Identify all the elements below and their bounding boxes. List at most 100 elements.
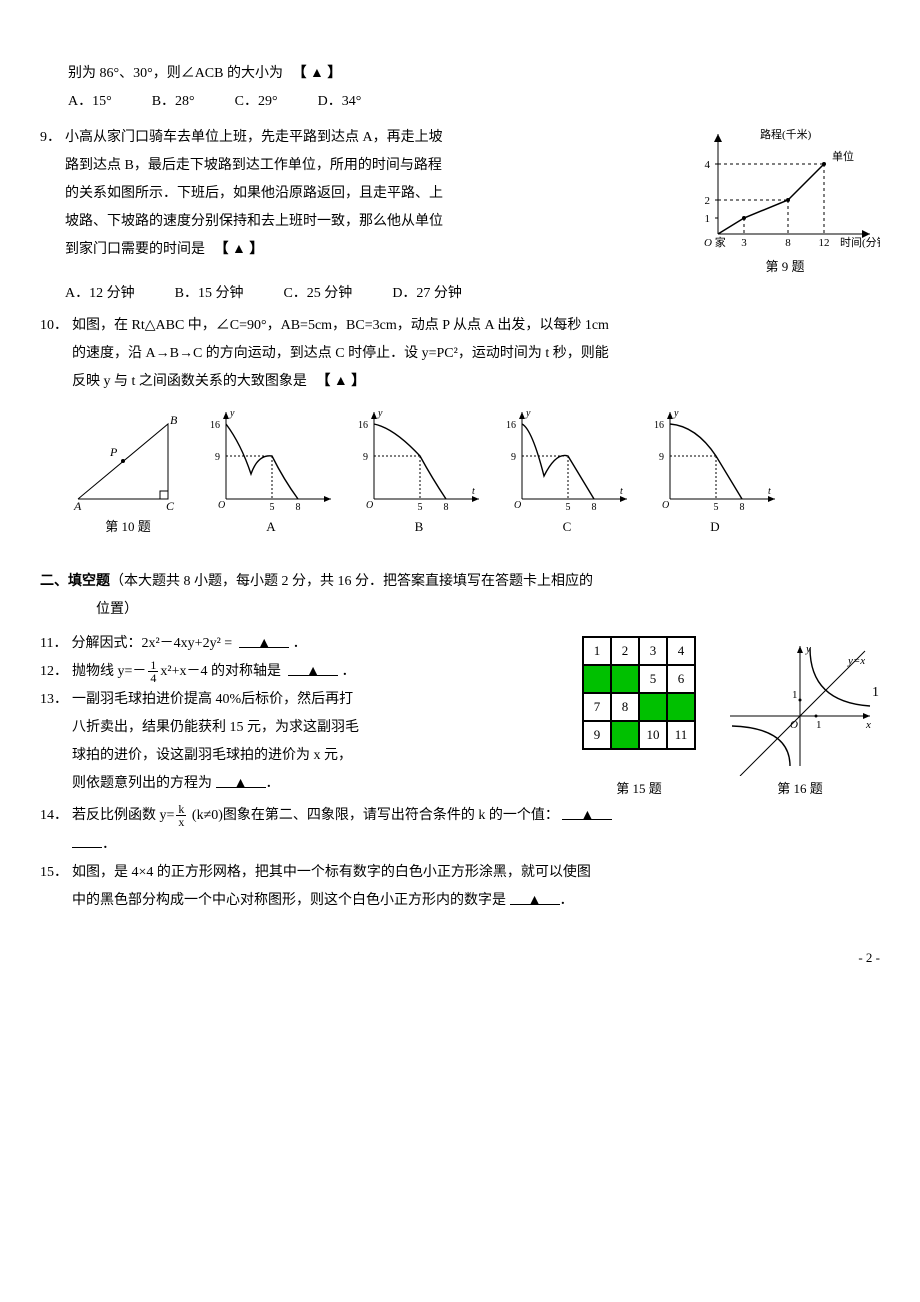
q11-body: 分解因式：2x²－4xy+2y² = ▲ ． [71,630,558,658]
svg-text:9: 9 [659,452,664,463]
svg-text:16: 16 [506,420,516,431]
svg-text:5: 5 [418,502,423,513]
grid-cell: 11 [667,721,695,749]
q13-number: 13． [40,686,68,714]
option-c: C．29° [235,88,278,116]
grid-cell: 7 [583,693,611,721]
svg-text:16: 16 [358,420,368,431]
svg-text:1: 1 [792,689,798,701]
q10-number: 10． [40,312,68,340]
svg-text:5: 5 [270,502,275,513]
q12-body: 抛物线 y=－14x²+x－4 的对称轴是 ▲ ． [72,658,558,686]
svg-text:P: P [109,445,118,459]
option-b: B．28° [152,88,195,116]
grid-cell: 8 [611,693,639,721]
q13-body: 一副羽毛球拍进价提高 40%后标价，然后再打 八折卖出，结果仍能获利 15 元，… [72,686,558,798]
q10-triangle-figure: A C B P 第 10 题 [68,404,188,540]
answer-placeholder: 【 ▲ 】 [310,368,371,396]
grid-cell: 2 [611,637,639,665]
svg-text:O: O [218,500,225,511]
svg-text:t: t [472,486,475,497]
q10-chart-c: 16 9 5 8 O y t C [502,404,632,540]
q10-body: 如图，在 Rt△ABC 中，∠C=90°，AB=5cm，BC=3cm，动点 P … [72,312,880,396]
grid-cell [611,665,639,693]
page-footer: - 2 - [40,915,880,971]
q8-text: 别为 86°、30°，则∠ACB 的大小为 [68,66,283,81]
q10-fig-label: 第 10 题 [105,514,151,540]
svg-text:O: O [514,500,521,511]
q9-chart: 1 2 4 3 8 12 [690,124,880,254]
q12-number: 12． [40,658,68,686]
q14-number: 14． [40,802,68,830]
svg-text:4: 4 [705,159,711,171]
svg-text:O: O [790,719,798,731]
svg-text:A: A [73,499,82,513]
q10-chart-d: 16 9 5 8 O y t D [650,404,780,540]
svg-text:O: O [662,500,669,511]
option-a-label: A [266,514,275,540]
q9-figure: 1 2 4 3 8 12 [690,124,880,280]
svg-text:16: 16 [210,420,220,431]
option-c-label: C [563,514,572,540]
svg-text:时间(分钟): 时间(分钟) [840,235,880,249]
q10-figures: A C B P 第 10 题 16 9 5 8 O y A 16 9 [40,404,880,540]
grid-cell: 9 [583,721,611,749]
q10-chart-b: 16 9 5 8 O y t B [354,404,484,540]
section2-desc: （本大题共 8 小题，每小题 2 分，共 16 分．把答案直接填写在答题卡上相应… [110,574,593,589]
q11-number: 11． [40,630,67,658]
svg-text:y: y [377,408,383,419]
svg-text:y: y [673,408,679,419]
svg-text:5: 5 [714,502,719,513]
svg-text:5: 5 [566,502,571,513]
answer-blank: ▲ [510,887,560,905]
svg-text:O: O [366,500,373,511]
svg-text:t: t [768,486,771,497]
grid-cell: 10 [639,721,667,749]
grid-cell [667,693,695,721]
grid-cell [639,693,667,721]
origin-label: O 家 [704,235,726,249]
q14-body: 若反比例函数 y=kx (k≠0)图象在第二、四象限，请写出符合条件的 k 的一… [72,802,880,859]
svg-text:12: 12 [819,237,830,249]
svg-text:y: y [525,408,531,419]
q16-fig-label: 第 16 题 [720,776,880,802]
section2-heading: 二、填空题（本大题共 8 小题，每小题 2 分，共 16 分．把答案直接填写在答… [40,568,880,596]
q10-chart-a: 16 9 5 8 O y A [206,404,336,540]
q15-figure: 1234567891011 第 15 题 [582,636,696,802]
option-a: A．15° [68,88,112,116]
answer-placeholder: 【 ▲ 】 [286,60,347,88]
grid-cell: 1 [583,637,611,665]
svg-text:3: 3 [741,237,747,249]
svg-text:9: 9 [215,452,220,463]
svg-text:1: 1 [816,719,822,731]
option-d: D．34° [318,88,362,116]
q9-body: 1 2 4 3 8 12 [65,124,880,308]
option-b: B．15 分钟 [175,280,244,308]
q16-figure: y=x x y O 1 1 1 第 16 题 [720,636,880,802]
q8-options: A．15° B．28° C．29° D．34° [40,88,880,116]
svg-text:16: 16 [654,420,664,431]
option-b-label: B [415,514,424,540]
option-d: D．27 分钟 [392,280,462,308]
q15-body: 如图，是 4×4 的正方形网格，把其中一个标有数字的白色小正方形涂黑，就可以使图… [72,859,880,915]
grid-cell: 3 [639,637,667,665]
svg-text:1: 1 [872,685,879,700]
answer-blank [72,830,102,848]
q10-line3: 反映 y 与 t 之间函数关系的大致图象是 【 ▲ 】 [72,368,880,396]
svg-text:x: x [865,719,871,731]
q8-stem-tail: 别为 86°、30°，则∠ACB 的大小为 【 ▲ 】 [40,60,880,88]
q15-number: 15． [40,859,68,887]
section2-desc2: 位置） [40,596,880,624]
grid-cell [583,665,611,693]
svg-text:9: 9 [511,452,516,463]
svg-text:8: 8 [444,502,449,513]
answer-blank: ▲ [562,802,612,820]
option-a: A．12 分钟 [65,280,135,308]
svg-text:单位: 单位 [832,149,854,163]
option-c: C．25 分钟 [283,280,352,308]
svg-text:y=x: y=x [847,655,865,667]
q10-line1: 如图，在 Rt△ABC 中，∠C=90°，AB=5cm，BC=3cm，动点 P … [72,312,880,340]
option-d-label: D [710,514,719,540]
grid-cell: 6 [667,665,695,693]
svg-text:路程(千米): 路程(千米) [760,128,812,141]
